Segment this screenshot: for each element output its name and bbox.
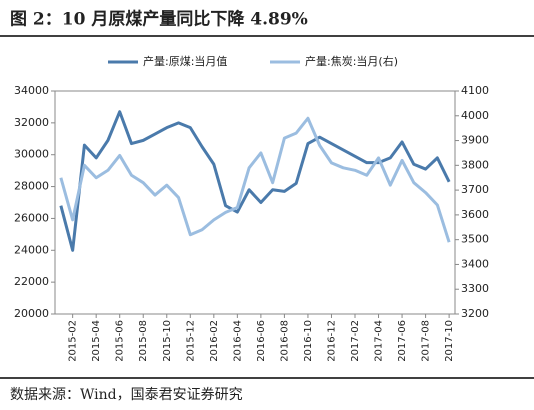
legend-label: 产量:焦炭:当月(右): [305, 54, 398, 68]
x-tick-label: 2016-10: [303, 320, 314, 362]
x-tick-label: 2017-02: [350, 320, 361, 362]
series-line: [59, 110, 451, 252]
x-tick-label: 2016-06: [256, 320, 267, 362]
x-tick-label: 2016-12: [326, 320, 337, 362]
x-tick-label: 2015-02: [68, 320, 79, 362]
source: 数据来源：Wind，国泰君安证券研究: [10, 387, 243, 403]
y2-tick-label: 3200: [461, 307, 489, 320]
series-line: [59, 116, 451, 243]
y2-tick-label: 4000: [461, 109, 489, 122]
y-tick-label: 20000: [14, 307, 49, 320]
y2-tick-label: 3500: [461, 233, 489, 246]
x-tick-label: 2017-10: [444, 320, 455, 362]
y-tick-label: 28000: [14, 180, 49, 193]
y-tick-label: 24000: [14, 243, 49, 256]
y2-tick-label: 3400: [461, 257, 489, 270]
plot-frame: [54, 90, 456, 315]
x-tick-label: 2017-08: [421, 320, 432, 362]
x-tick-label: 2016-08: [279, 320, 290, 362]
x-tick-label: 2015-12: [185, 320, 196, 362]
x-tick-label: 2016-02: [209, 320, 220, 362]
y2-tick-label: 3300: [461, 282, 489, 295]
x-tick-label: 2015-08: [138, 320, 149, 362]
y2-tick-label: 3800: [461, 158, 489, 171]
y2-tick-label: 4100: [461, 84, 489, 97]
y-tick-label: 34000: [14, 84, 49, 97]
x-tick-label: 2017-06: [397, 320, 408, 362]
x-tick-label: 2017-04: [374, 320, 385, 362]
y2-tick-label: 3700: [461, 183, 489, 196]
y-tick-label: 26000: [14, 211, 49, 224]
y2-tick-label: 3900: [461, 134, 489, 147]
legend-label: 产量:原煤:当月值: [143, 54, 227, 68]
y2-tick-label: 3600: [461, 208, 489, 221]
x-tick-label: 2016-04: [232, 320, 243, 362]
x-tick-label: 2015-06: [115, 320, 126, 362]
chart-title: 图 2：10 月原煤产量同比下降 4.89%: [10, 9, 308, 30]
y-tick-label: 22000: [14, 275, 49, 288]
x-tick-label: 2015-04: [91, 320, 102, 362]
y-tick-label: 32000: [14, 116, 49, 129]
y-tick-label: 30000: [14, 148, 49, 161]
x-tick-label: 2015-10: [162, 320, 173, 362]
